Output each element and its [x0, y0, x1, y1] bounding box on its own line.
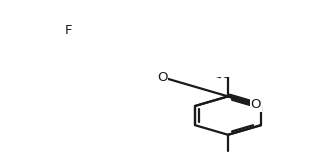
Text: F: F: [65, 24, 72, 37]
Text: O: O: [157, 71, 167, 84]
Text: O: O: [251, 98, 261, 111]
